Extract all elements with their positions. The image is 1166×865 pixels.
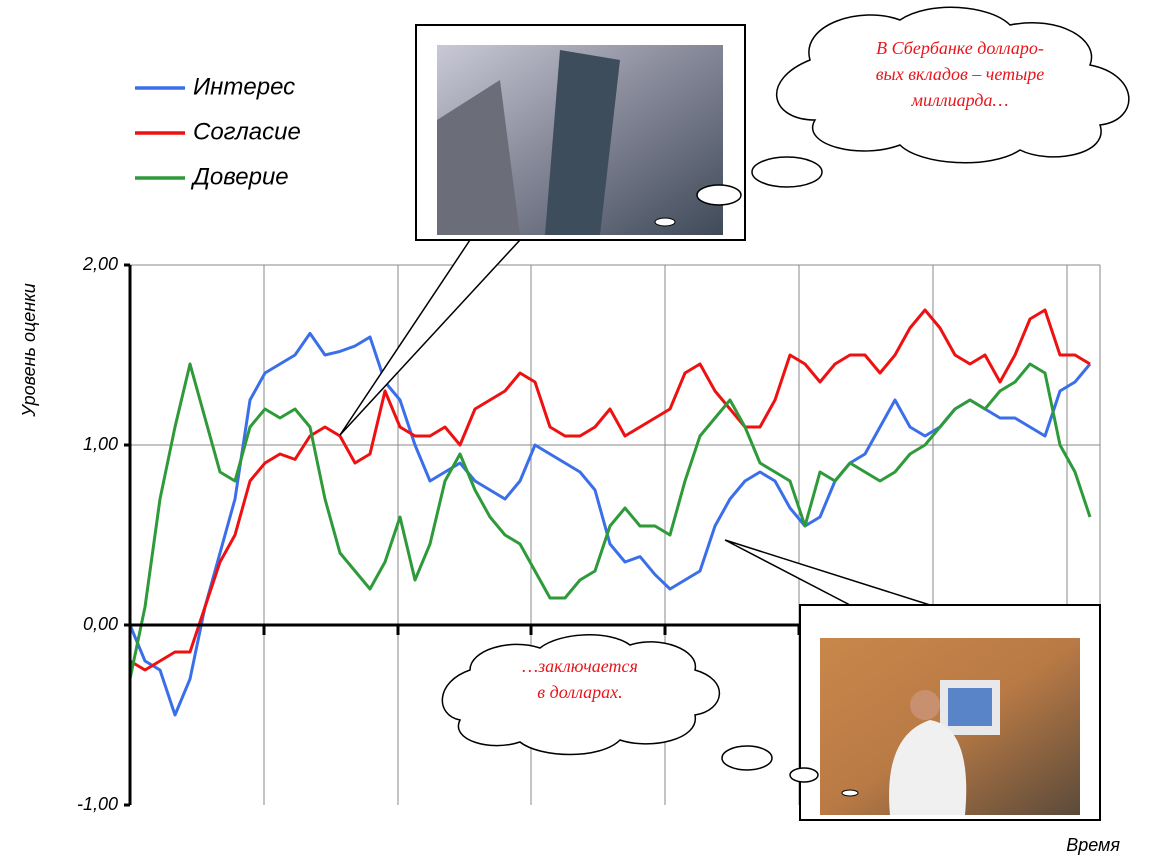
series-line [129,308,1091,672]
y-tick-label: 2,00 [82,254,118,274]
legend-label: Интерес [193,73,295,100]
photo-callout [339,24,823,436]
lines [128,308,1092,717]
legend-label: Согласие [193,118,301,145]
legend: Интерес Согласие Доверие [135,73,301,190]
grid [130,264,1100,446]
series-line [128,362,1092,680]
cloud-line: миллиарда… [910,90,1008,110]
y-axis-label: Уровень оценки [19,283,39,417]
cloud-line: в долларах. [537,682,622,702]
thought-cloud [776,6,1130,164]
series-line [128,331,1092,717]
thought-cloud [441,634,721,756]
photo-callout [721,539,1101,821]
y-tick-label: -1,00 [77,794,118,814]
y-tick-label: 0,00 [83,614,118,634]
cloud-line: вых вкладов – четыре [876,64,1045,84]
cloud-line: В Сбербанке долларо- [876,38,1044,58]
cloud-line: …заключается [522,656,638,676]
cloud-text: В Сбербанке долларо-вых вкладов – четыре… [876,38,1045,110]
legend-label: Доверие [190,163,289,190]
cloud-text: …заключается в долларах. [522,656,638,702]
y-tick-label: 1,00 [83,434,118,454]
x-axis-label: Время [1066,835,1120,855]
